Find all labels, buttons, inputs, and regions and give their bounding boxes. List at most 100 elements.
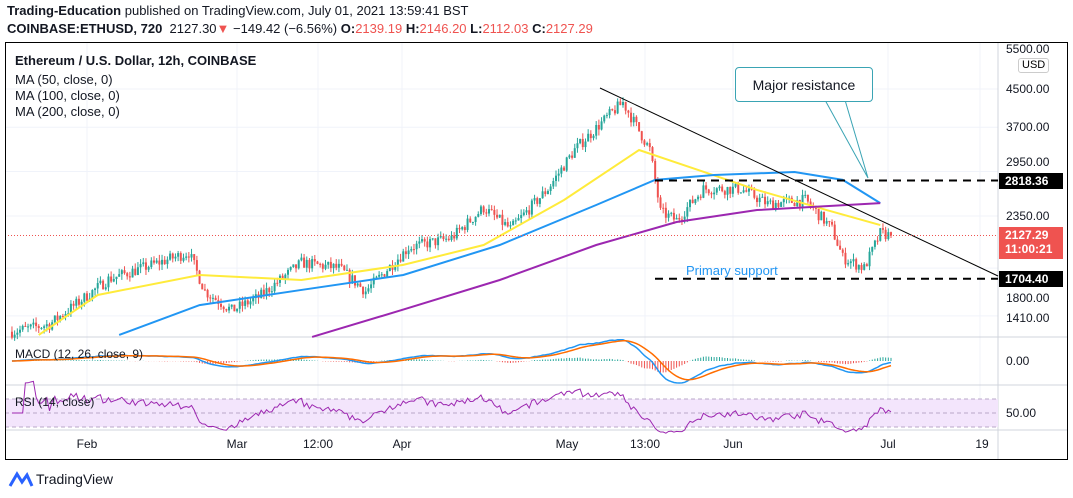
candle [528,210,531,215]
candle [506,222,509,227]
candle [161,259,164,265]
candle [354,275,356,286]
legend-ma50[interactable]: MA (50, close, 0) [15,72,113,87]
candle [27,326,30,328]
major-resistance-callout[interactable]: Major resistance [735,67,873,102]
candle [654,160,657,181]
candle [876,240,879,242]
currency-button[interactable]: USD [1018,58,1050,73]
candle [150,260,153,268]
candle [147,267,150,270]
candle [340,263,343,266]
candle [59,316,62,321]
candle [646,143,649,145]
candle [182,257,185,261]
candle [817,208,820,221]
candle [118,274,121,277]
candle [233,304,236,312]
candle [10,331,13,338]
candle [268,288,271,293]
candle [447,238,450,240]
legend-ma200[interactable]: MA (200, close, 0) [15,104,120,119]
candle [745,190,748,192]
candle [879,228,882,241]
candle [370,284,373,289]
candle [327,261,330,265]
tradingview-logo[interactable]: TradingView [8,470,113,488]
candle [214,297,217,301]
open-label: O: [340,21,356,36]
candle [434,238,437,246]
primary-support-label[interactable]: Primary support [686,263,778,278]
last-price: 2127.30 [169,21,217,36]
candle [667,213,670,218]
candle [777,202,780,207]
time-tick: Mar [226,437,248,451]
candle [383,274,386,277]
candle [83,293,86,302]
candle [241,301,244,306]
candle [723,191,726,195]
legend-rsi[interactable]: RSI (14, close) [15,395,95,409]
candle [24,325,27,327]
candle [622,101,624,106]
candle [713,192,716,195]
candle [699,196,702,198]
candle [758,197,761,203]
time-tick: Feb [76,437,98,451]
candle [43,326,46,328]
candle [498,214,501,218]
candle [525,210,528,213]
candle [112,278,115,282]
candle [686,207,689,217]
candle [595,125,598,136]
candle [313,259,316,262]
candle [37,326,40,328]
candle [228,306,231,311]
legend-ma100[interactable]: MA (100, close, 0) [15,88,120,103]
candle [809,201,812,207]
time-tick: Jul [880,437,896,451]
ma50-line [38,148,881,336]
price-chart[interactable] [5,42,1068,460]
current-price-tag: 2127.29 11:00:21 [999,227,1063,259]
candle [418,241,421,244]
candle [868,251,871,267]
candle [415,243,418,250]
candle [831,221,834,225]
legend-macd[interactable]: MACD (12, 26, close, 9) [15,347,144,361]
legend-title: Ethereum / U.S. Dollar, 12h, COINBASE [15,53,257,68]
candle [729,187,732,194]
candle [201,283,204,290]
candle [126,273,129,277]
open-value: 2139.19 [355,21,403,36]
low-label: L: [470,21,483,36]
candle [600,121,603,130]
close-label: C: [532,21,546,36]
axis-label: 1410.00 [1006,311,1050,325]
rsi-axis-label: 50.00 [1006,406,1037,420]
candle [104,287,107,290]
candle [249,301,252,305]
candle [761,196,764,198]
candle [471,221,474,223]
candle [77,298,80,305]
candle [375,276,378,278]
candle [485,212,488,214]
candle [67,313,70,315]
candle [426,241,429,248]
candle [206,289,209,298]
axis-label: 2950.00 [1006,155,1050,169]
candle [429,239,432,248]
candle [115,276,118,279]
candle [504,222,507,225]
candle [493,209,496,215]
candle [501,214,504,225]
candle [289,267,292,270]
candle [461,227,464,230]
candle [705,185,708,190]
time-tick: Jun [723,437,743,451]
candle [402,251,405,262]
candle [605,115,608,117]
author[interactable]: Trading-Education [7,3,122,18]
